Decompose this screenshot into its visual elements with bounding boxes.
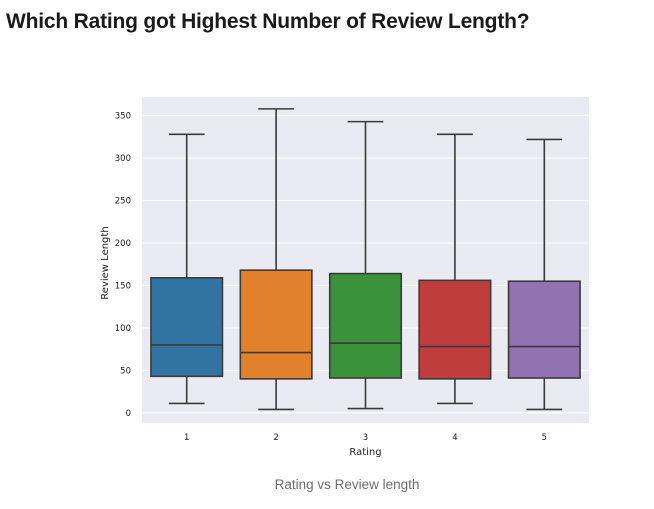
box-rating-2	[239, 108, 313, 411]
box-rating-5	[507, 138, 581, 411]
chart-caption: Rating vs Review length	[274, 477, 420, 492]
x-axis-ticks: 1 2 3 4 5	[184, 433, 547, 443]
x-axis-label: Rating	[349, 447, 381, 458]
x-tick-label-2: 2	[273, 433, 278, 443]
interquartile-box	[328, 272, 403, 379]
y-tick-label-200: 200	[115, 239, 131, 249]
page-heading: Which Rating got Highest Number of Revie…	[6, 10, 530, 33]
interquartile-box	[150, 277, 224, 378]
box-rating-3	[328, 120, 403, 410]
box-plot-chart: 0 50 100 150 200 250 300 350 1 2 3 4 5 Rating Revie…	[100, 97, 589, 458]
interquartile-box	[418, 279, 492, 380]
y-tick-label-350: 350	[115, 112, 131, 122]
y-tick-label-250: 250	[115, 197, 131, 207]
y-tick-label-150: 150	[115, 281, 131, 291]
y-tick-label-100: 100	[115, 324, 131, 334]
box-rating-4	[418, 133, 492, 405]
box-rating-1	[150, 133, 224, 405]
x-tick-label-4: 4	[452, 433, 457, 443]
y-tick-label-50: 50	[120, 366, 131, 376]
x-tick-label-3: 3	[363, 433, 368, 443]
interquartile-box	[239, 269, 313, 380]
boxes	[150, 108, 581, 411]
x-tick-label-5: 5	[542, 433, 547, 443]
x-tick-label-1: 1	[184, 433, 189, 443]
interquartile-box	[507, 280, 581, 379]
y-axis-ticks: 0 50 100 150 200 250 300 350	[115, 112, 131, 419]
y-tick-label-0: 0	[126, 409, 131, 419]
y-axis-label: Review Length	[100, 226, 111, 299]
y-tick-label-300: 300	[115, 154, 131, 164]
